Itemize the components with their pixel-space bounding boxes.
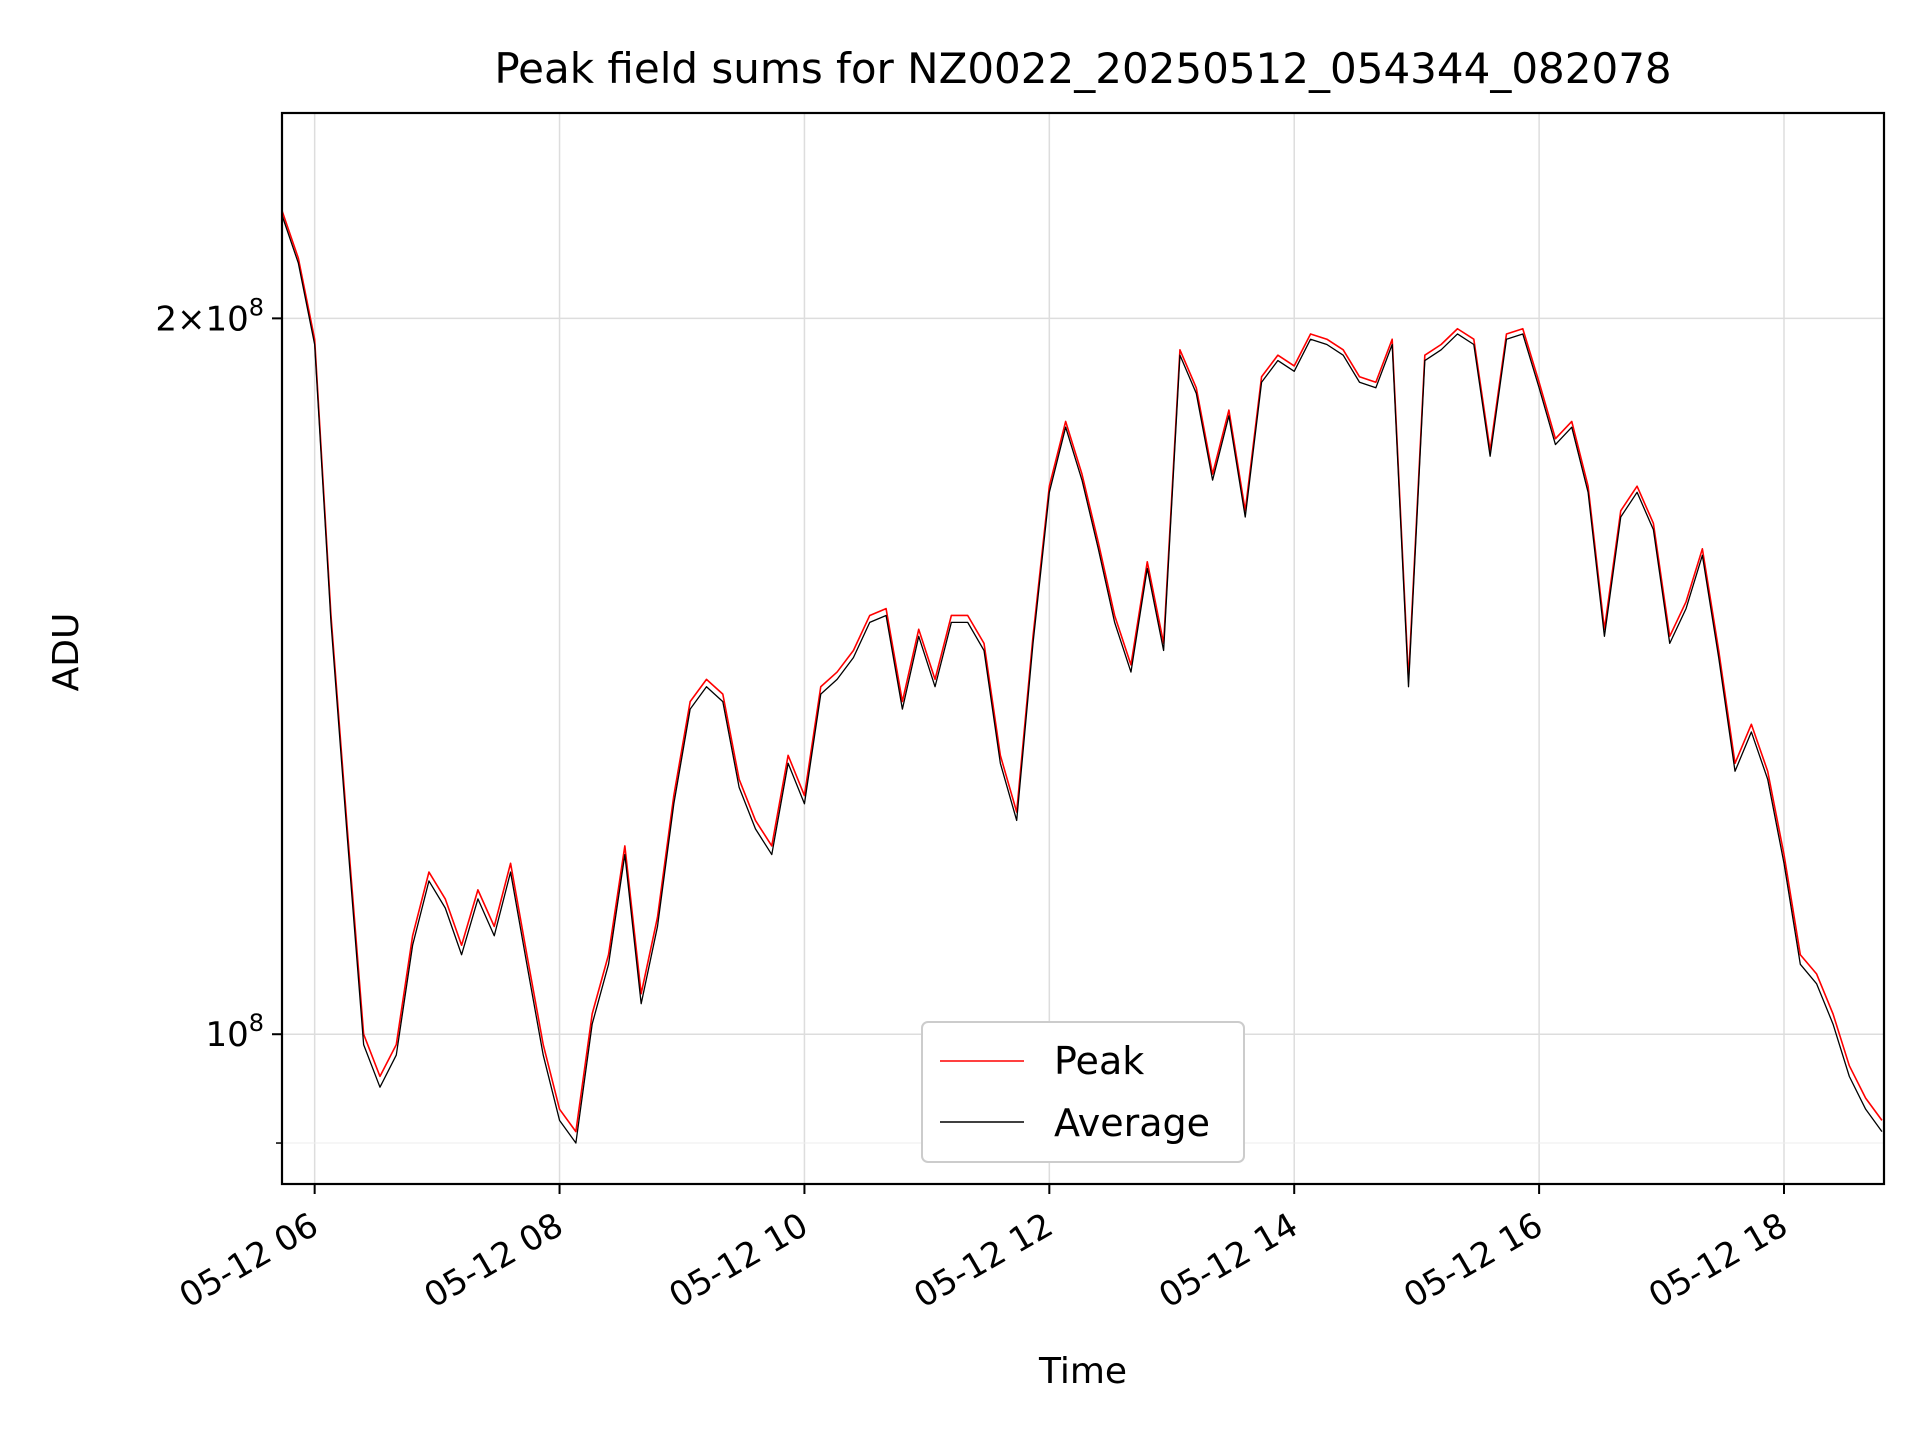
legend-box — [921, 1021, 1245, 1163]
legend-label-average: Average — [1054, 1101, 1210, 1145]
y-tick-base-text: 10 — [205, 1015, 248, 1055]
y-tick-label: 108 — [205, 1009, 264, 1055]
series-line-average — [281, 215, 1883, 1144]
series-line-peak — [281, 210, 1883, 1133]
y-tick-label: 2×108 — [155, 293, 264, 339]
chart-title: Peak field sums for NZ0022_20250512_0543… — [494, 44, 1671, 93]
y-tick-exponent: 8 — [249, 1009, 264, 1037]
plot-layer — [281, 210, 1883, 1144]
x-axis-label: Time — [1038, 1351, 1127, 1392]
plot-frame — [280, 111, 1886, 1186]
y-axis-label: ADU — [46, 613, 87, 692]
legend: Peak Average — [921, 1021, 1245, 1163]
legend-label-peak: Peak — [1054, 1039, 1144, 1083]
y-tick-exponent: 8 — [249, 293, 264, 321]
y-tick-base-text: 2×10 — [155, 299, 248, 339]
